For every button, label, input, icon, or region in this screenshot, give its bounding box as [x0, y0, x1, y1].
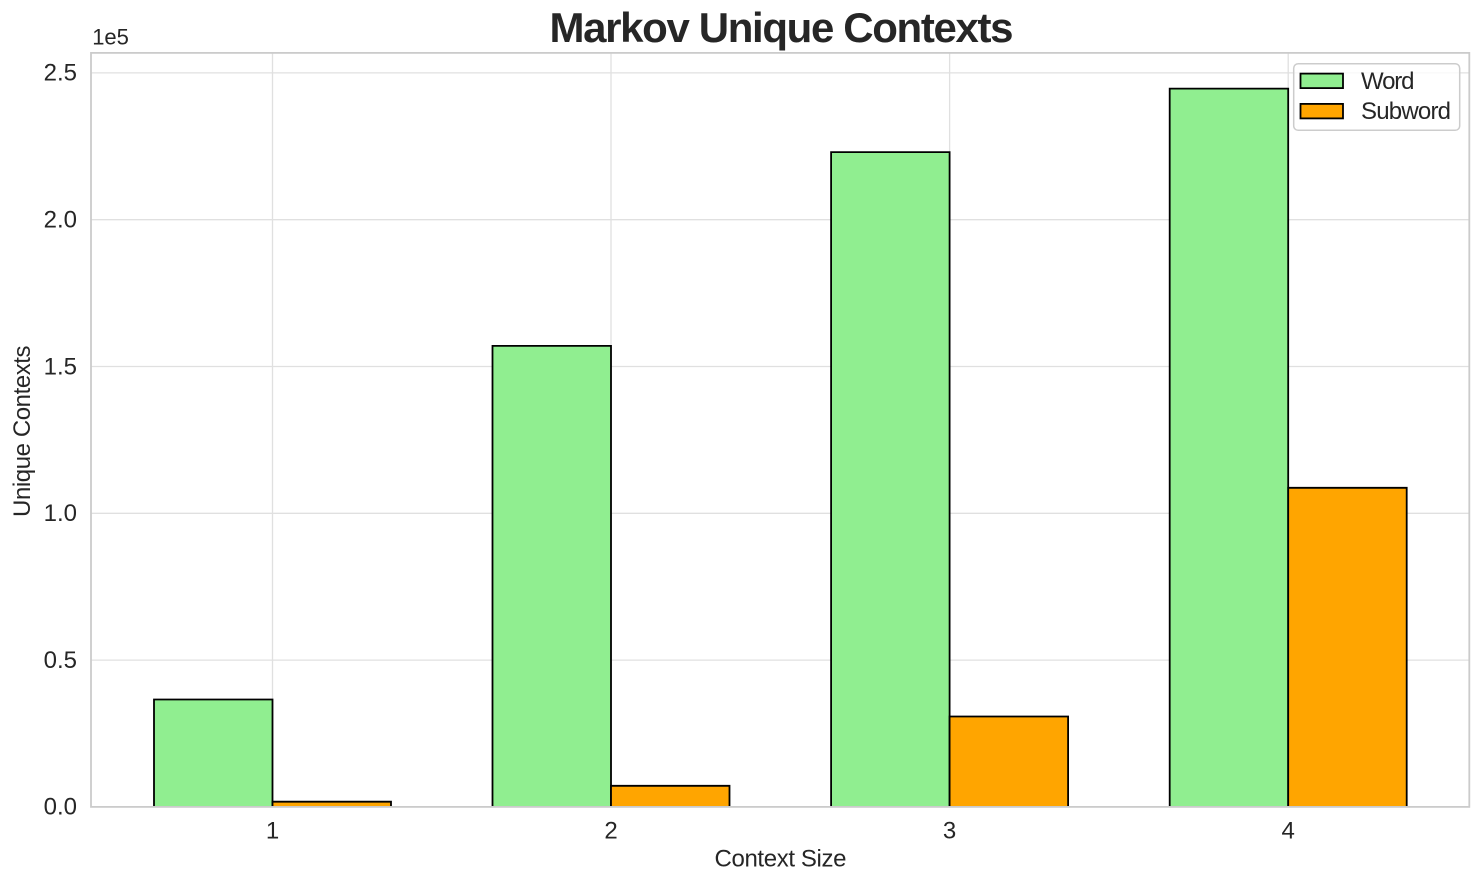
svg-text:2: 2 [604, 817, 617, 844]
svg-text:3: 3 [943, 817, 956, 844]
svg-text:Unique Contexts: Unique Contexts [9, 345, 36, 517]
svg-text:0.5: 0.5 [44, 647, 77, 674]
svg-text:0.0: 0.0 [44, 794, 77, 821]
svg-text:Subword: Subword [1361, 98, 1451, 125]
svg-text:1e5: 1e5 [92, 25, 129, 50]
svg-text:2.5: 2.5 [44, 60, 77, 87]
svg-text:Word: Word [1361, 68, 1415, 95]
svg-text:Markov Unique Contexts: Markov Unique Contexts [550, 4, 1014, 51]
svg-text:4: 4 [1282, 817, 1295, 844]
svg-text:Context Size: Context Size [715, 845, 847, 872]
svg-text:1.0: 1.0 [44, 500, 77, 527]
svg-text:1: 1 [266, 817, 279, 844]
svg-text:2.0: 2.0 [44, 207, 77, 234]
svg-text:1.5: 1.5 [44, 353, 77, 380]
